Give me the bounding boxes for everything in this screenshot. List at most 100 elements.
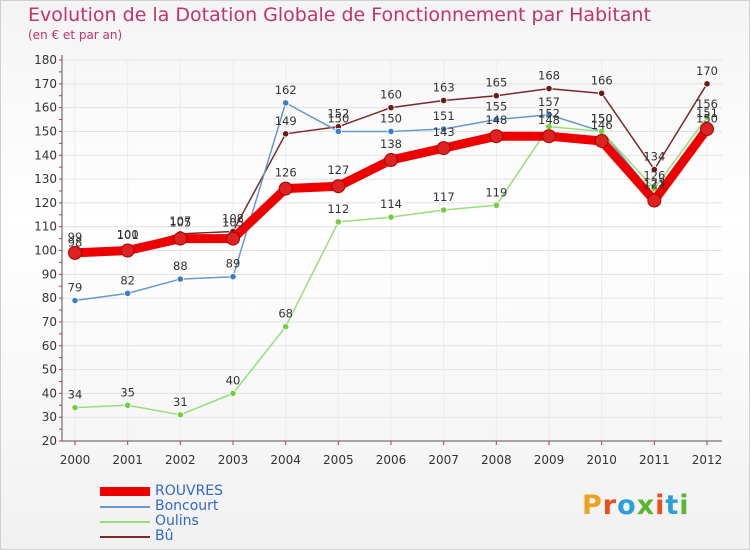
data-point-rouvres [278,181,293,196]
logo-letter: o [617,490,637,521]
data-point-boncourt [387,127,395,136]
data-point-b [282,130,290,138]
y-tick-label: 90 [42,267,57,281]
y-tick-label: 50 [42,363,57,377]
data-point-b [703,80,711,88]
chart-title: Evolution de la Dotation Globale de Fonc… [28,4,651,26]
legend-item-boncourt: Boncourt [100,499,223,514]
y-tick-label: 150 [34,124,57,138]
data-label-oulins: 119 [485,185,507,199]
x-tick-label: 2007 [428,453,459,467]
x-tick-label: 2010 [586,453,617,467]
data-point-b [440,96,448,105]
data-point-oulins [387,213,395,221]
data-point-oulins [334,218,342,226]
data-point-oulins [703,113,711,121]
data-label-boncourt: 150 [380,111,402,125]
data-label-oulins: 126 [643,169,665,183]
x-tick-label: 2005 [323,453,354,467]
data-label-boncourt: 151 [433,109,455,123]
y-tick-label: 80 [42,291,57,305]
legend-label-rouvres: ROUVRES [155,483,224,499]
data-point-oulins [282,323,290,331]
legend-label-bu: Bû [155,528,174,544]
data-label-b: 163 [433,80,455,94]
legend-swatch-oulins [100,520,150,523]
data-label-b: 168 [538,69,560,83]
data-label-rouvres: 100 [117,228,139,242]
y-tick-label: 30 [42,410,57,424]
data-label-b: 101 [117,228,139,242]
legend-swatch-rouvres [100,486,150,496]
x-tick-label: 2012 [692,453,723,467]
x-tick-label: 2002 [165,453,196,467]
x-tick-label: 2000 [60,453,91,467]
logo-letter: i [679,490,690,521]
legend-swatch-boncourt [100,505,150,508]
data-label-boncourt: 150 [327,111,349,125]
legend-label-oulins: Oulins [155,513,199,529]
data-label-oulins: 156 [696,97,718,111]
data-labels: 98 101 107 108 149 152 160 163 165 168 166 134 170 79… [68,64,718,409]
data-point-boncourt [282,99,290,107]
legend: ROUVRES Boncourt Oulins Bû [100,484,223,544]
data-point-boncourt [334,127,342,136]
data-point-boncourt [124,289,132,297]
y-tick-label: 140 [34,148,57,162]
legend-label-boncourt: Boncourt [155,498,219,514]
data-label-b: 107 [169,214,191,228]
x-tick-label: 2003 [218,453,249,467]
data-label-rouvres: 105 [222,216,244,230]
data-point-rouvres [594,133,609,148]
data-point-rouvres [120,243,135,258]
data-point-boncourt [492,115,500,124]
data-label-b: 98 [68,235,83,249]
chart-subtitle: (en € et par an) [28,28,123,42]
data-label-rouvres: 143 [433,125,455,139]
data-label-rouvres: 148 [485,113,507,127]
proxiti-logo[interactable]: Proxiti [582,490,690,521]
data-point-boncourt [71,296,79,305]
data-label-boncourt: 82 [120,273,135,287]
data-label-oulins: 35 [120,385,135,399]
data-label-boncourt: 150 [591,111,613,125]
logo-letter: i [655,490,666,521]
data-label-rouvres: 105 [169,216,191,230]
y-tick-label: 120 [34,196,57,210]
data-point-oulins [71,404,79,412]
data-label-oulins: 150 [591,111,613,125]
logo-letter: x [636,490,656,521]
x-tick-label: 2009 [534,453,565,467]
data-label-b: 166 [591,73,613,87]
data-point-oulins [229,389,237,397]
data-point-oulins [440,206,448,214]
data-point-boncourt [545,111,553,119]
data-point-b [650,165,658,174]
y-tick-label: 100 [34,244,57,258]
data-label-oulins: 40 [226,373,241,387]
data-point-rouvres [700,122,714,137]
y-tick-label: 40 [42,386,57,400]
data-point-b [492,92,500,100]
x-tick-label: 2001 [112,453,143,467]
logo-letter: r [602,490,618,521]
data-label-rouvres: 99 [68,230,83,244]
y-tick-label: 70 [42,315,57,329]
data-label-boncourt: 162 [275,83,297,97]
data-point-boncourt [229,273,237,281]
data-label-boncourt: 89 [226,257,241,271]
x-tick-label: 2006 [376,453,407,467]
data-label-oulins: 34 [68,388,83,402]
legend-item-oulins: Oulins [100,514,223,529]
data-label-oulins: 112 [327,202,349,216]
data-point-oulins [124,401,132,409]
data-label-boncourt: 157 [538,95,560,109]
data-label-oulins: 114 [380,197,402,211]
data-point-rouvres [68,245,82,260]
logo-letter: P [582,490,603,521]
data-label-rouvres: 148 [538,113,560,127]
data-label-oulins: 117 [433,190,455,204]
data-point-rouvres [331,179,346,194]
x-tick-label: 2011 [639,453,670,467]
data-point-rouvres [489,129,504,144]
